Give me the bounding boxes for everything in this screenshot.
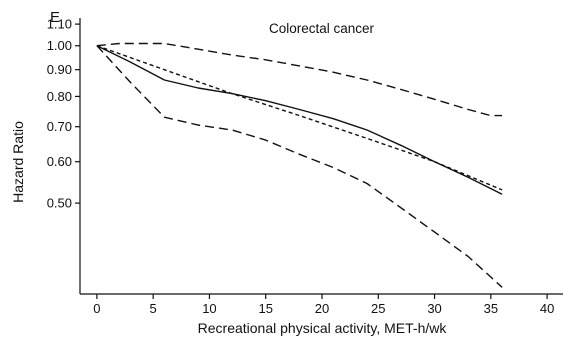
y-tick-label: 0.50: [47, 196, 72, 211]
axes: 0 5 10 15 20 25 30 35 40 0.50 0.60 0.70 0.80 0.90 1.00…: [47, 17, 563, 316]
x-tick-label: 10: [202, 301, 216, 316]
panel-label: E: [50, 9, 60, 26]
x-tick-label: 20: [315, 301, 329, 316]
y-tick-label: 0.70: [47, 119, 72, 134]
y-tick-label: 0.60: [47, 154, 72, 169]
x-axis-title: Recreational physical activity, MET-h/wk: [198, 320, 448, 336]
y-tick-label: 0.90: [47, 62, 72, 77]
x-tick-label: 15: [258, 301, 272, 316]
x-tick-label: 35: [484, 301, 498, 316]
x-tick-label: 30: [427, 301, 441, 316]
y-tick-label: 0.80: [47, 89, 72, 104]
series-line-3-long-dash: [96, 42, 503, 117]
series-line-4-long-dash: [96, 45, 503, 288]
series-line-2-short-dash: [96, 45, 503, 191]
y-tick-label: 1.10: [47, 17, 72, 32]
x-tick-label: 5: [150, 301, 157, 316]
series-lines: [96, 42, 503, 288]
chart-title: Colorectal cancer: [269, 21, 375, 36]
y-tick-label: 1.00: [47, 38, 72, 53]
x-tick-label: 0: [93, 301, 100, 316]
x-tick-label: 40: [540, 301, 554, 316]
x-tick-label: 25: [371, 301, 385, 316]
y-axis-title: Hazard Ratio: [10, 121, 26, 203]
